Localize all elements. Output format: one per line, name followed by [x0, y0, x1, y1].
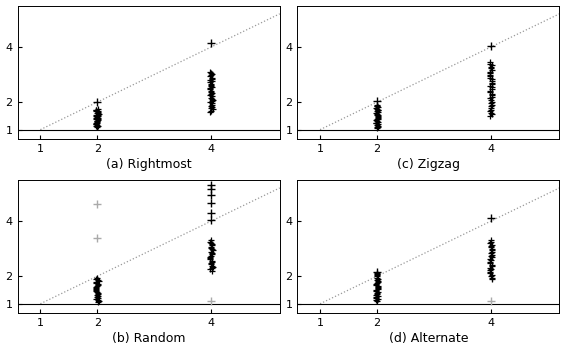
X-axis label: (d) Alternate: (d) Alternate — [389, 332, 468, 345]
X-axis label: (a) Rightmost: (a) Rightmost — [106, 158, 192, 171]
X-axis label: (c) Zigzag: (c) Zigzag — [397, 158, 460, 171]
X-axis label: (b) Random: (b) Random — [112, 332, 185, 345]
